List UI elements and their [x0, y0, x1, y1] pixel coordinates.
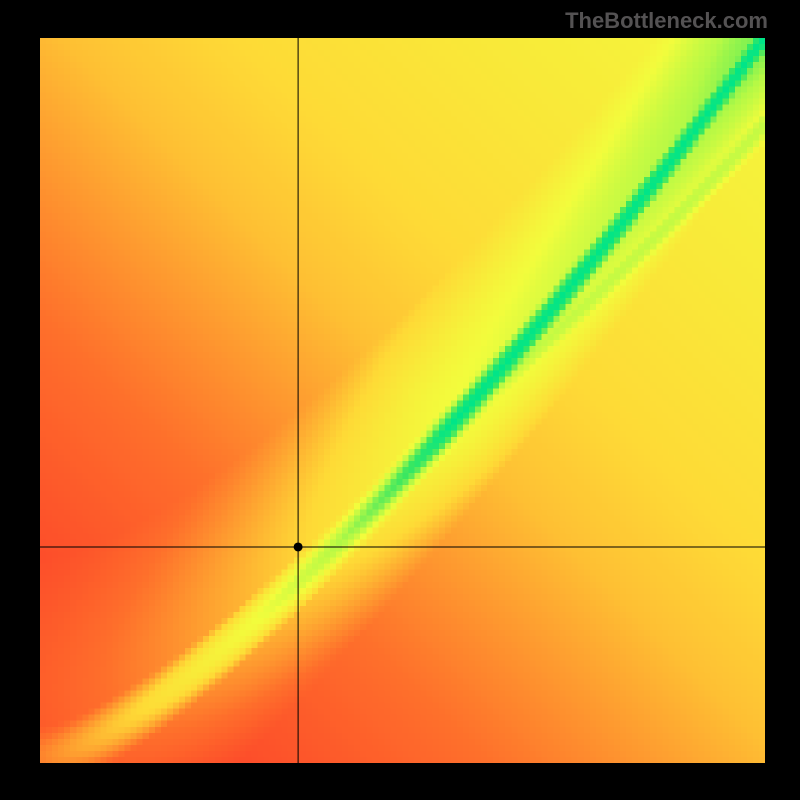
overlay-svg	[0, 0, 800, 800]
chart-stage: TheBottleneck.com	[0, 0, 800, 800]
watermark-text: TheBottleneck.com	[565, 8, 768, 34]
crosshair-dot	[294, 542, 303, 551]
